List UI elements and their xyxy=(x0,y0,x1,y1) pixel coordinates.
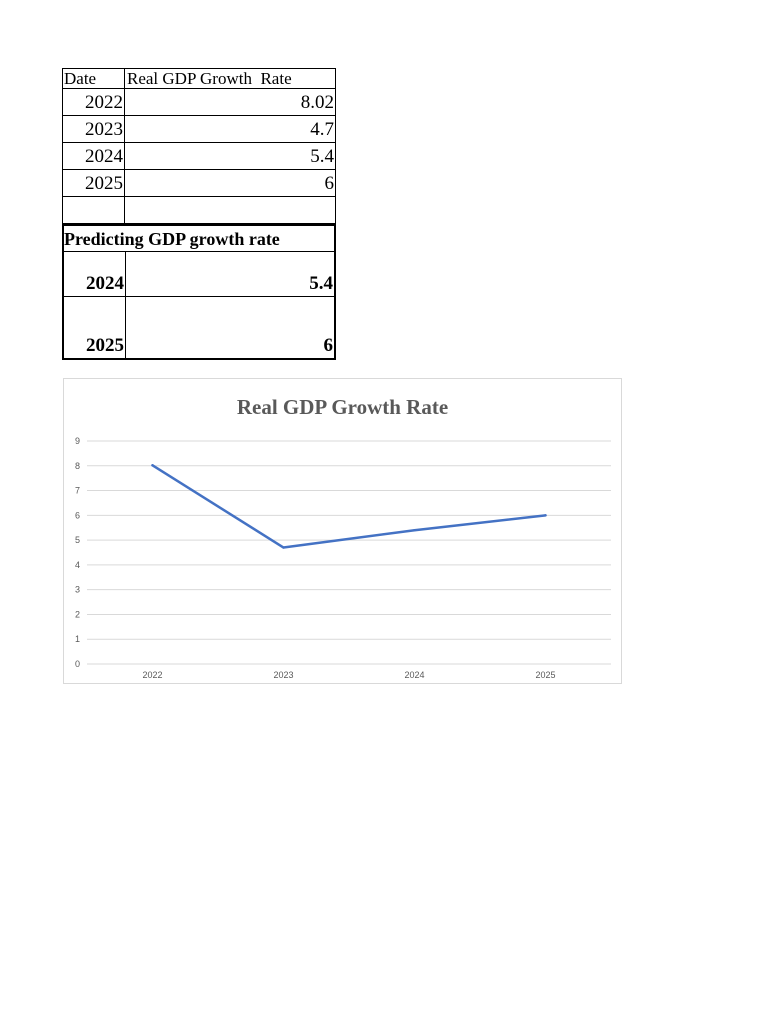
cell-rate[interactable]: 4.7 xyxy=(310,119,334,140)
header-growth-rate[interactable]: Real GDP Growth Rate xyxy=(127,69,292,88)
prediction-rate-text: 6 xyxy=(323,335,334,356)
table-row: 2025 6 xyxy=(62,170,336,197)
cell-empty[interactable] xyxy=(63,197,125,223)
cell-date[interactable]: 2024 xyxy=(63,143,125,169)
prediction-date-text: 2025 xyxy=(86,335,124,356)
y-tick-label: 2 xyxy=(75,609,80,619)
x-tick-label: 2022 xyxy=(142,670,162,680)
table-row: 2023 4.7 xyxy=(62,116,336,143)
prediction-rate-text: 5.4 xyxy=(309,273,333,294)
cell-rate[interactable]: 8.02 xyxy=(300,92,334,113)
y-tick-label: 5 xyxy=(75,535,80,545)
data-point xyxy=(282,546,285,549)
prediction-rate[interactable]: 5.4 xyxy=(126,252,334,296)
cell-empty[interactable] xyxy=(125,197,335,223)
y-tick-label: 1 xyxy=(75,634,80,644)
y-tick-label: 9 xyxy=(75,436,80,446)
gdp-line-chart[interactable]: Real GDP Growth Rate 0 1 2 3 4 5 6 7 8 9 2022 2023 2… xyxy=(63,378,622,684)
gdp-table: Date Real GDP Growth Rate 2022 8.02 2023… xyxy=(62,68,336,360)
chart-title: Real GDP Growth Rate xyxy=(236,395,449,419)
prediction-row: 2024 5.4 xyxy=(62,252,336,297)
header-date[interactable]: Date xyxy=(63,69,125,88)
data-point xyxy=(544,514,547,517)
prediction-date-text: 2024 xyxy=(86,273,124,294)
x-tick-label: 2023 xyxy=(273,670,293,680)
table-row: 2022 8.02 xyxy=(62,89,336,116)
cell-date[interactable]: 2022 xyxy=(63,89,125,115)
prediction-row: 2025 6 xyxy=(62,297,336,360)
series-line xyxy=(151,464,547,549)
chart-plot-area: 0 1 2 3 4 5 6 7 8 9 2022 2023 2024 2025 xyxy=(75,436,611,680)
y-tick-label: 6 xyxy=(75,510,80,520)
cell-date[interactable]: 2025 xyxy=(63,170,125,196)
cell-rate[interactable]: 5.4 xyxy=(310,146,334,167)
table-row-empty xyxy=(62,197,336,224)
y-tick-label: 7 xyxy=(75,486,80,496)
y-tick-label: 3 xyxy=(75,585,80,595)
data-point xyxy=(151,464,154,467)
x-tick-label: 2024 xyxy=(404,670,424,680)
prediction-date[interactable]: 2024 xyxy=(64,252,126,296)
cell-rate[interactable]: 6 xyxy=(324,173,335,194)
y-tick-label: 0 xyxy=(75,659,80,669)
prediction-rate[interactable]: 6 xyxy=(126,297,334,358)
y-tick-label: 4 xyxy=(75,560,80,570)
prediction-title[interactable]: Predicting GDP growth rate xyxy=(62,224,336,252)
table-row: 2024 5.4 xyxy=(62,143,336,170)
data-point xyxy=(413,529,416,532)
table-header-row: Date Real GDP Growth Rate xyxy=(62,68,336,89)
cell-date[interactable]: 2023 xyxy=(63,116,125,142)
x-tick-label: 2025 xyxy=(535,670,555,680)
prediction-date[interactable]: 2025 xyxy=(64,297,126,358)
y-tick-label: 8 xyxy=(75,461,80,471)
